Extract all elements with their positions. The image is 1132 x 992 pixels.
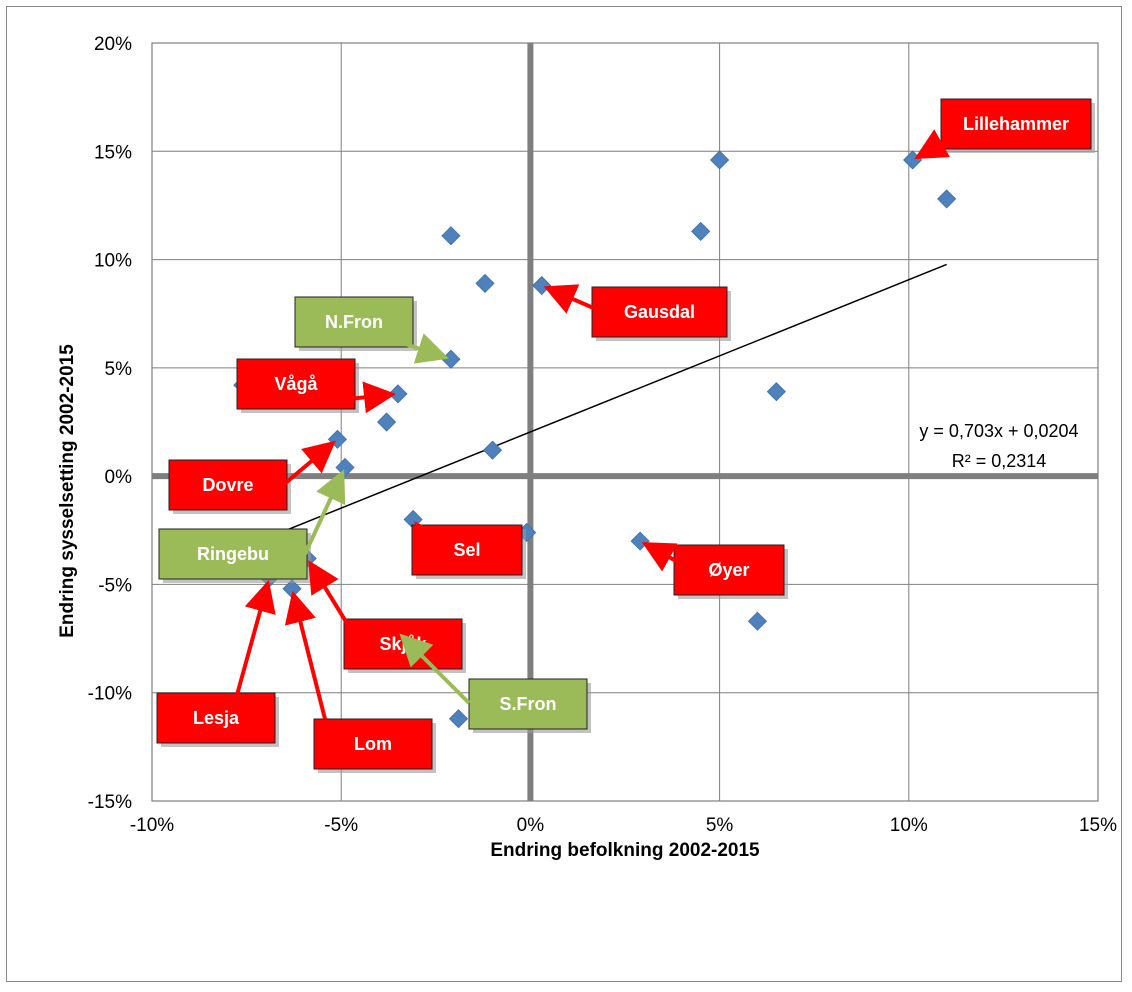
callout-label: Lom [354,734,392,754]
callout-sel: Sel [411,521,526,579]
scatter-chart: -10% -5% 0% 5% 10% 15% -15%-10%-5%0%5%10%15%2… [57,34,1117,861]
callout-box [313,718,433,770]
grid [151,42,1099,802]
callout-arrow [303,469,346,555]
callout-s-fron: S.Fron [399,633,591,733]
callout-box [156,692,276,744]
data-point [388,384,408,404]
callout-box [294,296,414,348]
callout-box [158,528,308,580]
y-tick-label: -5% [98,575,132,596]
trendline-equation: y = 0,703x + 0,0204 [919,421,1078,441]
data-point [903,150,923,170]
x-tick-label: 15% [1079,815,1117,836]
callout-box [168,459,288,511]
x-axis-title: Endring befolkning 2002-2015 [490,840,760,861]
callout-label: Vågå [274,374,318,394]
callout-n-fron: N.Fron [294,296,450,364]
x-tick-label: 5% [706,815,734,836]
y-tick-label: 5% [105,359,133,380]
x-tick-label: 0% [517,815,545,836]
data-point [448,709,469,729]
callout-arrow [235,579,276,696]
y-tick-label: 0% [105,467,133,488]
callout-label: Lillehammer [963,114,1069,134]
callout-skj-k: Skjåk [308,560,466,673]
callout-lillehammer: Lillehammer [914,98,1095,159]
callout-label: Gausdal [624,302,695,322]
callout-label: Dovre [202,475,253,495]
data-point [630,531,650,551]
callout-box [236,358,356,410]
trendline-line [242,263,947,549]
trendline [242,263,947,549]
y-tick-label: 10% [94,251,132,272]
callout-box [591,286,728,338]
data-point [691,221,711,241]
callout-arrow [543,284,606,315]
data-point [327,429,347,449]
callout--yer: Øyer [641,542,788,599]
callout-arrow [280,440,336,488]
y-tick-label: -15% [88,792,132,813]
callout-arrow [399,633,471,705]
callout-label: Ringebu [197,544,269,564]
data-point [475,273,495,293]
callout-label: Skjåk [379,634,427,654]
callout-box [940,98,1092,150]
data-point [532,275,552,296]
callout-arrow [914,129,954,159]
data-point [937,189,957,209]
trendline-r2: R² = 0,2314 [952,451,1047,471]
y-tick-label: -10% [88,684,132,705]
callout-label: Øyer [708,560,749,580]
x-tick-label: -10% [130,815,174,836]
callout-dovre: Dovre [168,440,336,514]
callout-arrow [414,521,447,557]
callout-gausdal: Gausdal [543,284,731,341]
callout-label: Lesja [193,708,240,728]
callout-label: N.Fron [325,312,383,332]
callouts: Lillehammer Gausdal N.Fron Vågå Dovre Ringebu… [156,98,1095,773]
y-tick-labels: -15% -10% -5% 0% 5% 10% 15% 20% [88,34,132,813]
callout-arrow [641,542,688,572]
callout-lesja: Lesja [156,579,279,747]
callout-label: S.Fron [500,694,557,714]
callout-arrow [308,560,358,640]
callout-box [468,678,588,730]
callout-arrow [338,381,396,414]
callout-lom: Lom [284,590,436,773]
data-points [233,150,957,753]
y-axis-title: Endring sysselsetting 2002-2015 [57,344,78,638]
callout-label: Sel [453,540,480,560]
data-point [747,611,768,631]
x-tick-label: 10% [890,815,928,836]
data-point [482,440,503,460]
chart-frame: -10% -5% 0% 5% 10% 15% -15% -10% -5% 0% 5% 10% 15% 2… [6,6,1122,982]
data-point [441,349,461,369]
x-tick-label: -5% [324,815,358,836]
callout-ringebu: Ringebu [158,469,346,583]
data-point [377,412,397,432]
zero-axes [152,43,1098,801]
data-point [441,226,461,246]
callout-arrow [284,590,327,720]
callout-box [673,544,785,596]
y-tick-label: 15% [94,142,132,163]
callout-v-g-: Vågå [236,358,396,414]
callout-arrow [404,333,450,364]
x-tick-labels: -10% -5% 0% 5% 10% 15% [130,815,1117,836]
data-point [710,150,730,170]
y-tick-label: 20% [94,34,132,55]
data-point [766,382,786,402]
